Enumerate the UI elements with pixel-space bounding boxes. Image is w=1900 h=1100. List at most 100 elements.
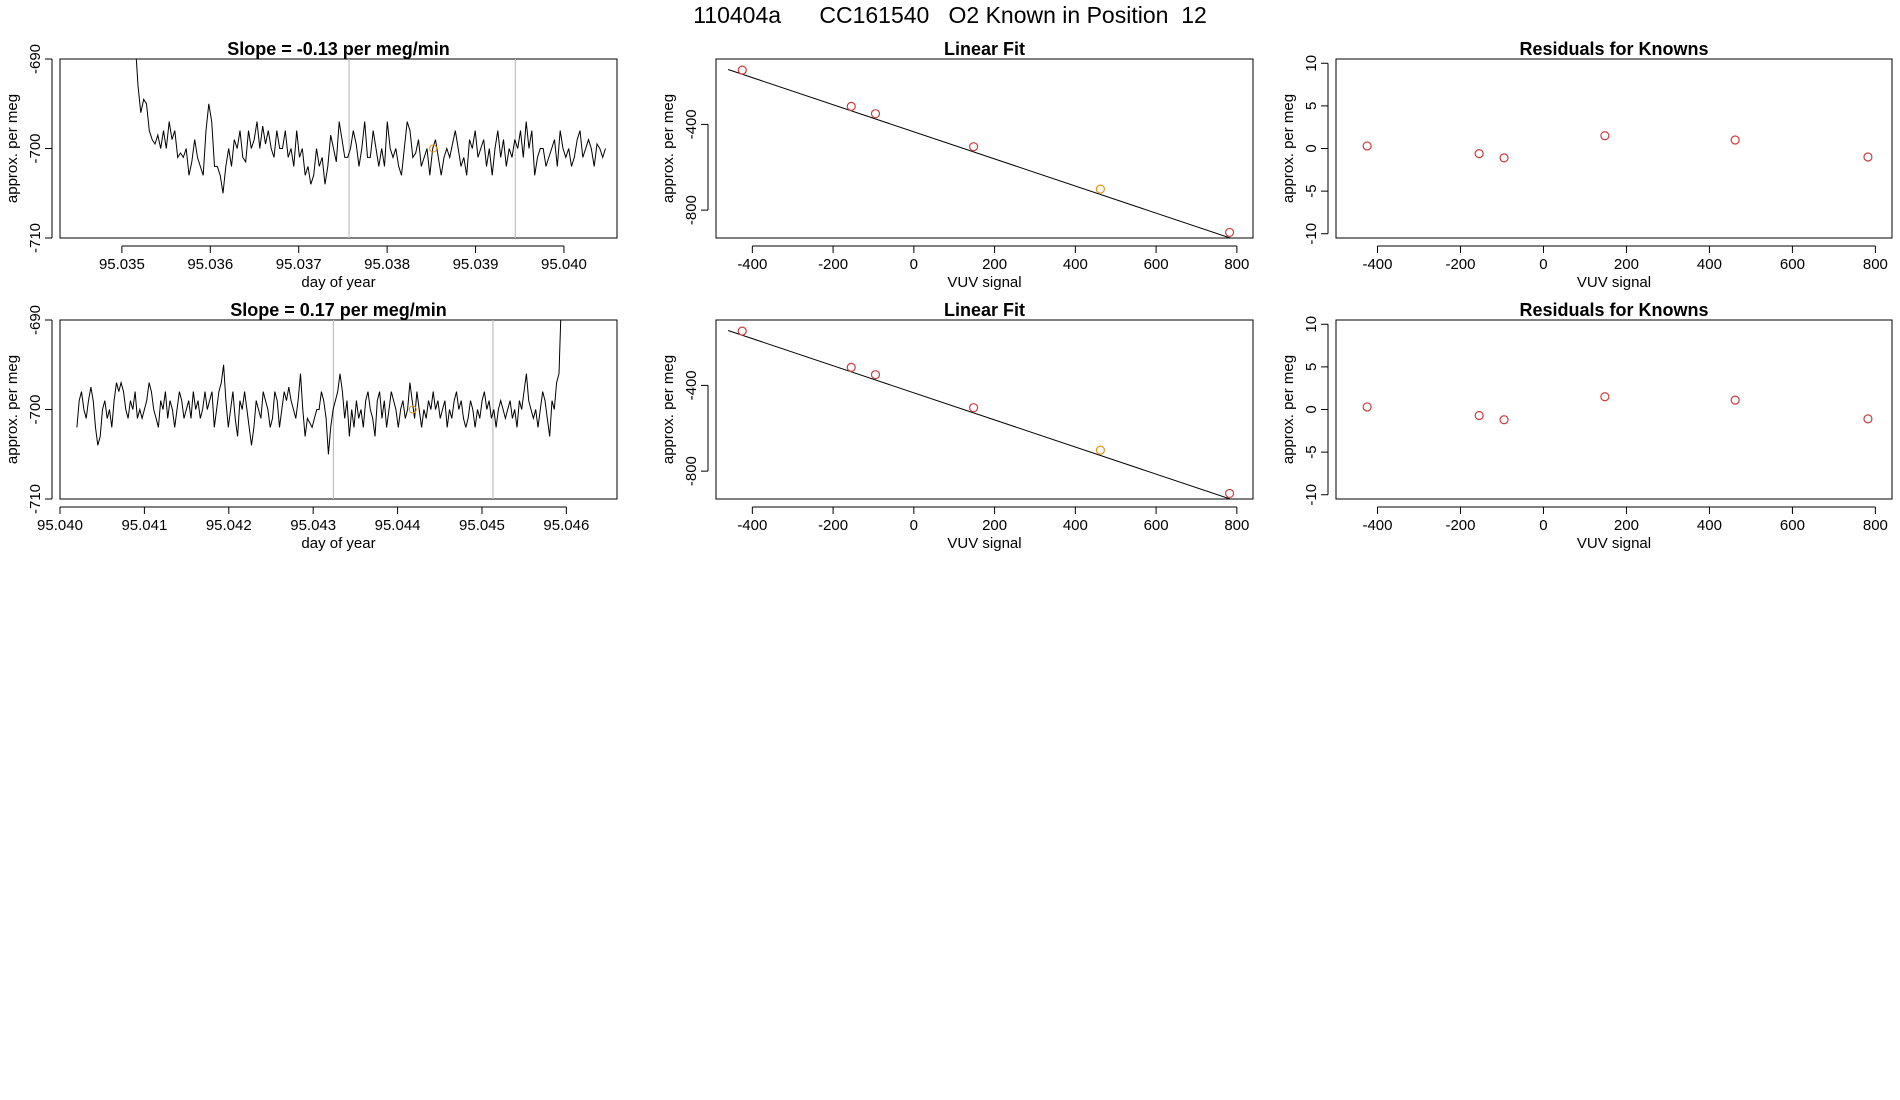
y-tick-label: -700: [27, 394, 44, 424]
data-layer: [1362, 392, 1873, 425]
x-tick-label: 400: [1063, 517, 1088, 534]
x-tick-label: 600: [1144, 256, 1169, 273]
data-layer: [76, 320, 562, 499]
data-point: [1600, 131, 1610, 141]
y-tick-label: 5: [1303, 102, 1320, 110]
y-axis-label: approx. per meg: [660, 355, 677, 464]
data-point: [870, 109, 881, 119]
data-point: [870, 370, 881, 380]
x-tick-label: 200: [982, 256, 1007, 273]
x-tick-label: 200: [1614, 517, 1639, 534]
y-tick-label: -400: [683, 109, 700, 139]
data-point: [1499, 153, 1509, 163]
chart-title: Residuals for Knowns: [1519, 39, 1708, 59]
x-tick-label: 95.043: [290, 517, 336, 534]
data-point: [1095, 445, 1105, 455]
y-tick-label: 0: [1303, 144, 1320, 152]
data-point: [737, 65, 747, 75]
series-line: [135, 59, 606, 194]
data-layer: [727, 65, 1235, 238]
plot-frame: [715, 58, 1254, 239]
x-tick-label: 95.037: [276, 256, 322, 273]
data-point: [846, 101, 856, 111]
x-tick-label: -200: [818, 517, 848, 534]
y-axis-label: approx. per meg: [4, 94, 21, 203]
x-tick-label: 95.038: [364, 256, 410, 273]
chart-title: Slope = -0.13 per meg/min: [227, 39, 450, 59]
data-point: [1224, 488, 1235, 499]
x-tick-label: 0: [910, 256, 918, 273]
chart-title: Linear Fit: [944, 300, 1025, 320]
y-tick-label: -690: [27, 44, 44, 74]
chart-panel-5: Linear Fit -400 -200 0 200 400 600 800 VUV signa…: [660, 300, 1254, 552]
x-tick-label: 95.036: [187, 256, 233, 273]
data-point: [1863, 152, 1873, 162]
data-point: [1362, 402, 1372, 412]
data-point: [1224, 227, 1235, 238]
x-tick-label: -200: [1445, 517, 1475, 534]
x-axis-label: VUV signal: [1577, 535, 1651, 552]
data-point: [1499, 415, 1509, 425]
data-layer: [727, 326, 1235, 499]
chart-panel-1: Slope = -0.13 per meg/min 95.035 95.036 95.…: [4, 39, 618, 291]
y-axis-label: approx. per meg: [660, 94, 677, 203]
x-axis-label: VUV signal: [1577, 274, 1651, 291]
highlight-point: [429, 144, 438, 153]
chart-panel-4: Slope = 0.17 per meg/min 95.040 95.041 95.0…: [4, 300, 618, 552]
chart-panel-3: Residuals for Knowns -400 -200 0 200 400 600 80…: [1280, 39, 1893, 291]
x-tick-label: 200: [1614, 256, 1639, 273]
plot-frame: [59, 58, 618, 239]
x-axis-label: day of year: [301, 535, 375, 552]
data-point: [1474, 149, 1484, 159]
x-axis-label: VUV signal: [947, 274, 1021, 291]
data-point: [1362, 141, 1372, 151]
y-tick-label: -800: [683, 195, 700, 225]
y-axis-label: approx. per meg: [1280, 355, 1297, 464]
chart-title: Residuals for Knowns: [1519, 300, 1708, 320]
y-tick-label: -5: [1303, 184, 1320, 197]
plot-frame: [1335, 58, 1893, 239]
y-tick-label: -700: [27, 133, 44, 163]
x-tick-label: 95.045: [459, 517, 505, 534]
chart-title: Linear Fit: [944, 39, 1025, 59]
data-point: [1095, 184, 1105, 194]
data-point: [968, 142, 979, 152]
x-tick-label: -400: [737, 517, 767, 534]
x-tick-label: 800: [1863, 256, 1888, 273]
y-tick-label: -800: [683, 456, 700, 486]
x-axis-label: day of year: [301, 274, 375, 291]
x-tick-label: 600: [1780, 256, 1805, 273]
y-tick-label: -690: [27, 305, 44, 335]
data-point: [1863, 414, 1873, 424]
x-tick-label: 95.039: [453, 256, 499, 273]
chart-panel-6: Residuals for Knowns -400 -200 0 200 400 600 80…: [1280, 300, 1893, 552]
y-axis-label: approx. per meg: [1280, 94, 1297, 203]
data-point: [1730, 135, 1740, 145]
x-tick-label: 95.040: [37, 517, 83, 534]
y-tick-label: 10: [1303, 55, 1320, 72]
y-tick-label: -710: [27, 223, 44, 253]
y-tick-label: -400: [683, 370, 700, 400]
x-tick-label: 95.042: [206, 517, 252, 534]
y-axis-label: approx. per meg: [4, 355, 21, 464]
x-tick-label: 0: [1539, 517, 1547, 534]
x-tick-label: 0: [910, 517, 918, 534]
y-tick-label: -10: [1303, 223, 1320, 245]
x-tick-label: 600: [1780, 517, 1805, 534]
data-point: [1730, 395, 1740, 405]
chart-panel-2: Linear Fit -400 -200 0 200 400 600 800 VUV signa…: [660, 39, 1254, 291]
x-tick-label: 600: [1144, 517, 1169, 534]
data-point: [1600, 392, 1610, 402]
x-tick-label: 800: [1863, 517, 1888, 534]
chart-title: Slope = 0.17 per meg/min: [230, 300, 447, 320]
x-tick-label: -200: [818, 256, 848, 273]
x-tick-label: -400: [737, 256, 767, 273]
x-tick-label: 400: [1697, 517, 1722, 534]
y-tick-label: 10: [1303, 316, 1320, 333]
plot-frame: [1335, 319, 1893, 500]
x-tick-label: 95.041: [121, 517, 167, 534]
data-point: [968, 403, 979, 413]
x-tick-label: 95.040: [541, 256, 587, 273]
x-tick-label: 95.046: [543, 517, 589, 534]
